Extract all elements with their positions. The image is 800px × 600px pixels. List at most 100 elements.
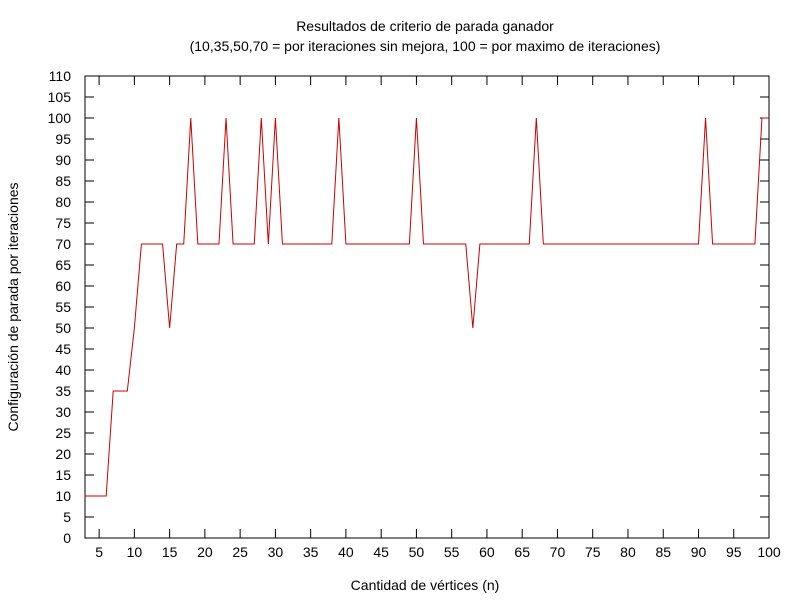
y-tick-label: 85 [55, 173, 71, 189]
y-tick-label: 110 [49, 68, 72, 84]
data-point [585, 243, 586, 244]
data-point [247, 243, 248, 244]
data-point [91, 495, 92, 496]
x-tick-label: 20 [197, 544, 213, 560]
data-point [606, 243, 607, 244]
y-tick-label: 95 [55, 131, 71, 147]
data-point [409, 243, 410, 244]
data-point [423, 243, 424, 244]
y-tick-label: 45 [55, 341, 71, 357]
data-point [564, 243, 565, 244]
plot-frame [84, 75, 770, 539]
data-point [649, 243, 650, 244]
data-point [289, 243, 290, 244]
x-axis: 5 10 15 20 25 30 35 40 45 50 55 60 65 70 75 80 85 90 95 100 [95, 76, 781, 560]
x-tick-label: 80 [620, 544, 636, 560]
data-point [550, 243, 551, 244]
data-point [712, 243, 713, 244]
data-point [733, 243, 734, 244]
data-point [381, 243, 382, 244]
data-point [359, 243, 360, 244]
data-point [529, 243, 530, 244]
data-point [268, 243, 269, 244]
x-tick-label: 90 [691, 544, 707, 560]
chart-title: Resultados de criterio de parada ganador [296, 18, 554, 34]
x-tick-label: 50 [409, 544, 425, 560]
data-point [705, 117, 706, 118]
data-point [141, 243, 142, 244]
y-tick-label: 60 [55, 278, 71, 294]
data-point [620, 243, 621, 244]
y-tick-label: 30 [55, 404, 71, 420]
x-tick-label: 100 [757, 544, 781, 560]
data-point [684, 243, 685, 244]
data-point [232, 243, 233, 244]
data-point [458, 243, 459, 244]
data-point [197, 243, 198, 244]
data-point [310, 243, 311, 244]
data-point [451, 243, 452, 244]
x-tick-label: 95 [726, 544, 742, 560]
data-point [176, 243, 177, 244]
data-point [627, 243, 628, 244]
data-point [726, 243, 727, 244]
data-point [437, 243, 438, 244]
data-point [134, 327, 135, 328]
data-point [211, 243, 212, 244]
data-point [543, 243, 544, 244]
data-point [366, 243, 367, 244]
y-axis: 0 5 10 15 20 25 30 35 40 45 50 55 60 65 70 75 80 85 90 95 10… [48, 68, 769, 546]
data-point [663, 243, 664, 244]
data-point [507, 243, 508, 244]
y-tick-label: 20 [55, 446, 71, 462]
data-point [261, 117, 262, 118]
data-point [719, 243, 720, 244]
data-point [747, 243, 748, 244]
data-point [204, 243, 205, 244]
data-point [374, 243, 375, 244]
y-tick-label: 70 [55, 236, 71, 252]
data-point [691, 243, 692, 244]
x-tick-label: 55 [444, 544, 460, 560]
data-point [656, 243, 657, 244]
data-point [698, 243, 699, 244]
data-point [155, 243, 156, 244]
data-point [486, 243, 487, 244]
y-tick-label: 100 [48, 110, 72, 126]
x-tick-label: 10 [127, 544, 143, 560]
data-point [352, 243, 353, 244]
data-point [670, 243, 671, 244]
series-line [85, 117, 769, 497]
y-tick-label: 90 [55, 152, 71, 168]
data-point [324, 243, 325, 244]
data-point [183, 243, 184, 244]
data-point [500, 243, 501, 244]
data-point [338, 117, 339, 118]
data-point [599, 243, 600, 244]
y-tick-label: 0 [63, 530, 71, 546]
data-point [282, 243, 283, 244]
x-tick-label: 5 [95, 544, 103, 560]
data-point [613, 243, 614, 244]
y-tick-label: 65 [55, 257, 71, 273]
y-axis-label: Configuración de parada por iteraciones [5, 182, 21, 431]
data-point [677, 243, 678, 244]
x-tick-label: 45 [373, 544, 389, 560]
data-point [106, 495, 107, 496]
data-point [254, 243, 255, 244]
x-tick-label: 85 [655, 544, 671, 560]
data-point [761, 117, 762, 118]
data-point [557, 243, 558, 244]
data-point [303, 243, 304, 244]
data-point [395, 243, 396, 244]
data-point [522, 243, 523, 244]
x-tick-label: 40 [338, 544, 354, 560]
data-point [169, 327, 170, 328]
data-point [296, 243, 297, 244]
data-point [416, 117, 417, 118]
y-tick-label: 35 [55, 383, 71, 399]
x-tick-label: 25 [232, 544, 248, 560]
x-tick-label: 65 [514, 544, 530, 560]
data-point [465, 243, 466, 244]
